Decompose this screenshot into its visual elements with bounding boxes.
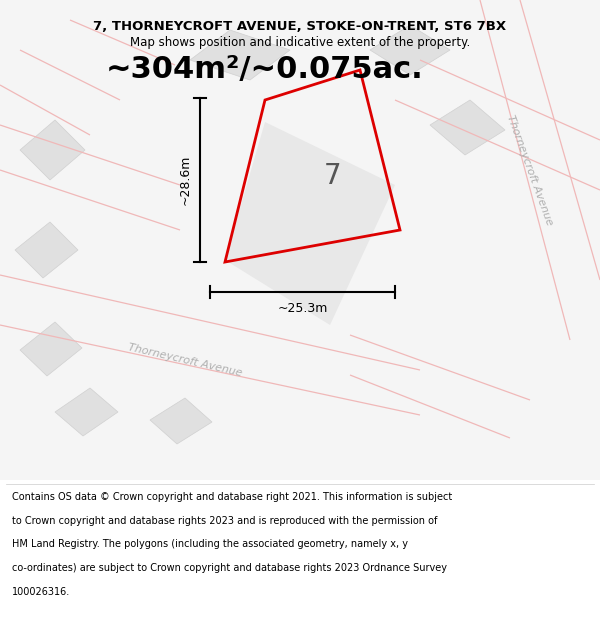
Text: 100026316.: 100026316. (12, 588, 70, 598)
Text: 7, THORNEYCROFT AVENUE, STOKE-ON-TRENT, ST6 7BX: 7, THORNEYCROFT AVENUE, STOKE-ON-TRENT, … (94, 20, 506, 33)
Text: ~28.6m: ~28.6m (179, 155, 192, 205)
Polygon shape (150, 398, 212, 444)
Text: 7: 7 (323, 161, 341, 189)
Polygon shape (190, 30, 290, 80)
Text: Map shows position and indicative extent of the property.: Map shows position and indicative extent… (130, 36, 470, 49)
Text: Contains OS data © Crown copyright and database right 2021. This information is : Contains OS data © Crown copyright and d… (12, 492, 452, 502)
Text: Thorneycroft Avenue: Thorneycroft Avenue (505, 113, 554, 227)
Polygon shape (370, 25, 450, 75)
Text: ~304m²/~0.075ac.: ~304m²/~0.075ac. (106, 55, 424, 84)
Text: Thorneycroft Avenue: Thorneycroft Avenue (127, 342, 243, 378)
Polygon shape (20, 322, 82, 376)
Polygon shape (225, 122, 395, 325)
Text: to Crown copyright and database rights 2023 and is reproduced with the permissio: to Crown copyright and database rights 2… (12, 516, 437, 526)
Text: ~25.3m: ~25.3m (277, 302, 328, 315)
Polygon shape (0, 0, 600, 480)
Polygon shape (20, 120, 85, 180)
Text: HM Land Registry. The polygons (including the associated geometry, namely x, y: HM Land Registry. The polygons (includin… (12, 539, 408, 549)
Polygon shape (430, 100, 505, 155)
Polygon shape (55, 388, 118, 436)
Polygon shape (15, 222, 78, 278)
Text: co-ordinates) are subject to Crown copyright and database rights 2023 Ordnance S: co-ordinates) are subject to Crown copyr… (12, 563, 447, 573)
